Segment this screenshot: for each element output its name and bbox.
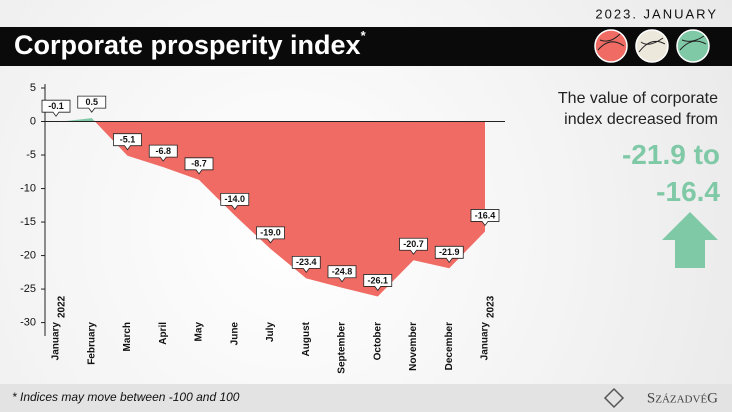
x-tick-label: March <box>122 322 133 351</box>
y-tick-label: 5 <box>30 82 36 94</box>
value-label-frame <box>113 133 142 151</box>
value-label-box: -23.4 <box>291 255 321 274</box>
value-label-frame <box>184 157 214 175</box>
value-label-frame <box>41 99 71 117</box>
value-label-frame <box>363 274 393 292</box>
y-tick-label: -5 <box>26 149 36 161</box>
value-label-box: -26.1 <box>363 274 393 292</box>
value-label: -26.1 <box>367 275 388 285</box>
y-tick-label: -25 <box>20 283 36 295</box>
value-label-box: -19.0 <box>256 226 285 244</box>
value-label-frame <box>220 192 250 211</box>
value-label-frame <box>434 245 464 263</box>
value-label: -23.4 <box>296 257 317 267</box>
x-tick-label: December <box>444 322 455 370</box>
value-label: -6.8 <box>155 146 171 156</box>
value-label-frame <box>256 226 285 244</box>
x-tick-label: July <box>265 322 276 342</box>
footer-bar <box>0 384 732 412</box>
title-note: * <box>361 28 367 43</box>
footnote: * Indices may move between -100 and 100 <box>12 390 240 404</box>
value-label: -19.0 <box>260 228 281 238</box>
logo: SzázadvéG <box>647 390 718 406</box>
icon <box>676 29 710 63</box>
date: 2023. JANUARY <box>595 6 718 21</box>
title-text: Corporate prosperity index <box>14 30 361 60</box>
value-label-box: -20.7 <box>399 237 428 255</box>
chart-title: Corporate prosperity index* <box>14 28 367 60</box>
value-label: -21.9 <box>439 247 460 257</box>
highlight: -21.9 to -16.4 <box>621 139 720 207</box>
y-tick-label: 0 <box>30 115 36 127</box>
value-label-box: -16.4 <box>470 209 500 227</box>
value-label-frame <box>148 144 178 162</box>
x-tick-label: February <box>86 322 97 365</box>
value-label: 0.5 <box>85 97 98 107</box>
icon-lines <box>597 33 625 51</box>
value-label: -8.7 <box>191 159 207 169</box>
year-label: 2023 <box>486 295 497 318</box>
value-label: -20.7 <box>403 239 424 249</box>
value-label-box: -5.1 <box>113 133 142 151</box>
icon-lines <box>638 37 666 53</box>
value-label-frame <box>77 95 107 113</box>
icon-lines <box>679 35 707 51</box>
x-tick-label: January <box>51 322 62 361</box>
x-tick-label: October <box>372 322 383 360</box>
x-tick-label: May <box>194 322 205 342</box>
value-label: -0.1 <box>48 101 64 111</box>
x-tick-label: January <box>480 322 491 361</box>
value-label-box: 0.5 <box>77 95 107 113</box>
value-label: -14.0 <box>224 194 245 204</box>
logo-icon <box>603 387 625 409</box>
value-label-frame <box>470 209 500 227</box>
x-tick-label: April <box>158 322 169 345</box>
value-label-box: -14.0 <box>220 192 250 211</box>
value-label-frame <box>327 265 357 283</box>
value-label: -24.8 <box>332 267 353 277</box>
value-label: -16.4 <box>475 210 496 220</box>
value-label-box: -21.9 <box>434 245 464 263</box>
y-tick-label: -20 <box>20 249 36 261</box>
y-tick-label: -10 <box>20 182 36 194</box>
annotation: The value of corporate index decreased f… <box>557 90 718 128</box>
value-label-frame <box>291 255 321 274</box>
x-tick-label: June <box>229 322 240 346</box>
icon <box>635 29 669 63</box>
area <box>56 118 485 297</box>
value-label-frame <box>399 237 428 255</box>
year-label: 2022 <box>57 295 68 318</box>
value-label-box: -8.7 <box>184 157 214 175</box>
y-tick-label: -30 <box>20 317 36 329</box>
x-tick-label: November <box>408 322 419 371</box>
up-arrow <box>662 212 718 268</box>
value-label-box: -24.8 <box>327 265 357 283</box>
x-tick-label: August <box>301 321 312 356</box>
value-label-box: -6.8 <box>148 144 178 162</box>
icon <box>594 29 628 63</box>
value-label: -5.1 <box>120 135 136 145</box>
x-tick-label: September <box>337 322 348 374</box>
value-label-box: -0.1 <box>41 99 71 117</box>
y-tick-label: -15 <box>20 216 36 228</box>
